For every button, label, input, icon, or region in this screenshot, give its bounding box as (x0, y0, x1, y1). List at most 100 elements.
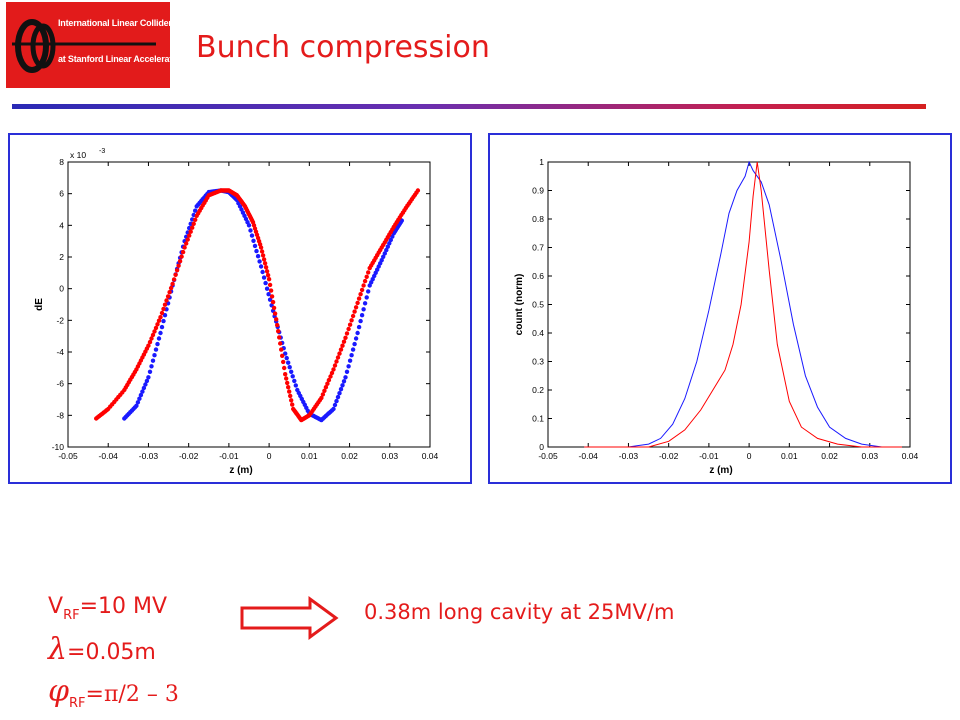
series-1-point (177, 259, 183, 264)
y-tick-label: 0.3 (532, 357, 544, 367)
series-1-point (272, 311, 278, 316)
y-tick-label: -10 (52, 442, 65, 452)
y-axis-label: count (norm) (514, 274, 525, 336)
series-1-point (362, 278, 368, 284)
x-tick-label: 0 (267, 451, 272, 461)
series-1-point (258, 245, 264, 250)
series-1-point (269, 294, 275, 299)
series-1-point (270, 299, 276, 305)
logo-line-2: at Stanford Linear Accelerator Center (58, 54, 211, 64)
series-0-point (292, 378, 297, 384)
series-0-point (289, 369, 294, 374)
series-0-point (144, 378, 150, 384)
series-1-point (162, 302, 168, 307)
series-1-point (340, 343, 345, 348)
series-0-point (147, 369, 153, 374)
series-1-point (174, 268, 180, 273)
series-1-point (277, 335, 282, 340)
x-tick-label: -0.03 (139, 451, 159, 461)
series-0-point (287, 365, 292, 370)
series-0-point (158, 330, 163, 336)
plot-frame (67, 161, 431, 448)
series-1-point (279, 347, 284, 352)
profile-vs-z-chart: -0.05 -0.04 -0.03 -0.02 -0.01 0 0.01 0.02 0.03 0.… (514, 157, 919, 476)
series-1-point (184, 241, 189, 246)
y-axis-label: dE (34, 298, 45, 311)
series-1-point (322, 388, 327, 393)
series-0-point (361, 307, 366, 312)
series-0-point (399, 218, 404, 223)
vrf-subscript: RF (63, 608, 80, 623)
slide-title: Bunch compression (196, 30, 490, 65)
series-1-point (326, 377, 332, 383)
ilc-logo: International Linear Collider at Stanfor… (6, 2, 211, 88)
series-1-point (173, 272, 178, 277)
series-0-point (267, 297, 273, 302)
series-0-point (340, 383, 345, 388)
series-0-point (140, 389, 145, 394)
series-0-point (161, 318, 166, 324)
series-0-point (358, 318, 363, 324)
series-0-point (388, 237, 393, 243)
series-1-point (259, 249, 265, 254)
series-0-point (347, 358, 353, 363)
series-1-point (271, 305, 277, 311)
plot-frame (547, 161, 911, 448)
series-1-point (343, 335, 348, 340)
series-1-point (164, 298, 169, 303)
series-1-point (349, 318, 354, 323)
series-1-point (193, 217, 198, 222)
series-1-point (158, 315, 163, 320)
y-tick-label: 4 (59, 220, 64, 230)
series-0-point (252, 243, 258, 249)
series-1-point (356, 296, 362, 301)
series-1-point (320, 392, 326, 397)
series-1-point (337, 351, 342, 356)
chart-panel-energy: -0.05 -0.04 -0.03 -0.02 -0.01 0 0.01 0.02 0.03 0.… (8, 133, 472, 484)
y-tick-label: 0.9 (532, 186, 544, 196)
series-0-point (331, 406, 336, 412)
series-0-point (382, 251, 387, 256)
cavity-note: 0.38m long cavity at 25MV/m (364, 600, 675, 624)
x-tick-label: -0.04 (579, 451, 599, 461)
lambda-symbol: λ (48, 632, 68, 667)
series-1-point (275, 322, 280, 328)
series-1-point (415, 188, 421, 193)
series-0-point (156, 336, 162, 341)
series-1-point (281, 359, 286, 365)
series-0-point (362, 301, 368, 306)
series-1-point (274, 317, 279, 322)
y-multiplier-exponent: -3 (99, 148, 105, 155)
series-1-point (149, 336, 154, 341)
series-1-point (284, 376, 289, 381)
series-1-point (187, 233, 192, 238)
x-tick-label: 0.03 (382, 451, 399, 461)
series-1-point (334, 359, 339, 364)
series-0-point (137, 396, 142, 401)
x-tick-label: -0.01 (699, 451, 719, 461)
series-1-point (268, 288, 274, 293)
series-0-point (335, 394, 341, 400)
series-0-point (138, 392, 144, 398)
series-0-point (364, 295, 369, 300)
x-tick-label: -0.05 (58, 451, 78, 461)
series-1-point (150, 332, 156, 338)
ilc-logo-mark (12, 19, 156, 73)
param-lambda: λ=0.05m (48, 632, 156, 667)
series-1-point (153, 325, 159, 331)
series-1-point (325, 381, 330, 386)
x-tick-label: 0.04 (422, 451, 439, 461)
x-tick-label: 0.01 (781, 451, 798, 461)
series-1-point (290, 402, 295, 407)
series-1-point (165, 294, 171, 299)
series-1-point (171, 277, 177, 282)
series-0-point (155, 341, 160, 347)
series-0-point (264, 286, 270, 291)
series-0-point (251, 238, 256, 243)
y-tick-label: -8 (56, 410, 64, 420)
series-0-point (341, 379, 347, 384)
series-1-point (283, 372, 288, 377)
series-1-point (364, 274, 369, 279)
series-0-point (366, 289, 371, 294)
y-tick-label: 0.2 (532, 385, 544, 395)
